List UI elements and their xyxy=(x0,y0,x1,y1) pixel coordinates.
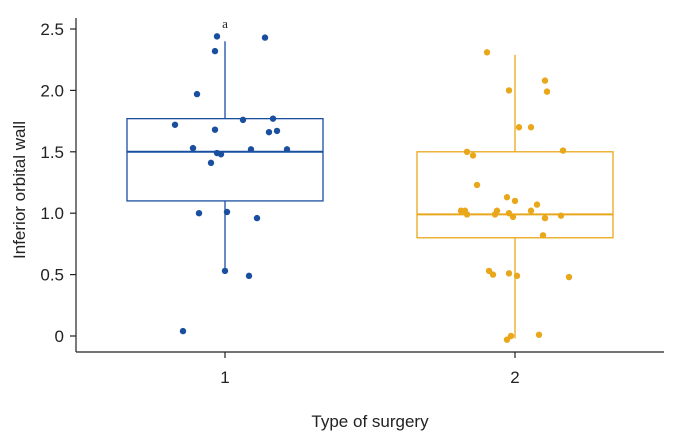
data-point xyxy=(473,181,481,189)
data-point xyxy=(265,128,273,136)
y-tick-label: 1.0 xyxy=(40,204,64,223)
data-point xyxy=(515,124,523,131)
data-point xyxy=(189,144,197,152)
y-axis-title: Inferior orbital wall xyxy=(10,121,29,259)
y-tick-label: 1.5 xyxy=(40,143,64,162)
data-point xyxy=(213,33,221,40)
data-point xyxy=(527,124,535,131)
data-point xyxy=(283,146,291,153)
data-point xyxy=(557,212,565,219)
box-iqr xyxy=(416,151,614,239)
data-point xyxy=(261,34,269,41)
data-point xyxy=(195,210,203,217)
significance-annotation: a xyxy=(222,16,228,31)
data-point xyxy=(179,327,187,335)
series-group-2 xyxy=(416,49,614,343)
data-point xyxy=(245,272,253,280)
x-tick-label: 1 xyxy=(220,368,229,387)
series-group-1 xyxy=(126,33,324,335)
data-point xyxy=(539,232,547,239)
data-point xyxy=(509,213,517,221)
data-point xyxy=(193,90,201,98)
y-axis: 0 0.5 1.0 1.5 2.0 2.5 xyxy=(40,18,77,352)
box-iqr xyxy=(126,117,324,202)
data-point xyxy=(535,331,543,338)
data-point xyxy=(223,208,231,216)
data-point xyxy=(217,151,225,158)
data-point xyxy=(527,207,535,214)
y-tick-label: 2.5 xyxy=(40,20,64,39)
data-point xyxy=(211,126,219,133)
data-point xyxy=(503,194,511,201)
data-point xyxy=(269,115,277,122)
data-point xyxy=(559,147,567,154)
data-point xyxy=(565,273,573,281)
data-point xyxy=(483,49,491,56)
data-point xyxy=(247,146,255,153)
data-point xyxy=(211,47,219,55)
data-point xyxy=(533,201,541,208)
data-point xyxy=(463,211,471,218)
y-tick-label: 0.5 xyxy=(40,266,64,285)
data-point xyxy=(239,116,247,124)
data-point xyxy=(503,336,511,343)
data-point xyxy=(543,88,551,95)
x-tick-label: 2 xyxy=(510,368,519,387)
data-point xyxy=(513,272,521,280)
data-point xyxy=(511,197,519,205)
data-point xyxy=(505,270,513,277)
data-point xyxy=(469,152,477,159)
data-point xyxy=(253,214,261,222)
x-axis-title: Type of surgery xyxy=(311,412,429,431)
data-point xyxy=(171,121,179,128)
annotation-layer: a xyxy=(222,16,228,31)
data-point xyxy=(489,271,497,278)
data-point xyxy=(207,159,215,167)
data-point xyxy=(273,127,281,135)
data-point xyxy=(221,267,229,275)
data-point xyxy=(463,148,471,155)
y-tick-label: 0 xyxy=(55,327,64,346)
data-point xyxy=(491,211,499,218)
data-point xyxy=(505,87,513,94)
y-tick-label: 2.0 xyxy=(40,81,64,100)
data-point xyxy=(541,77,549,84)
series-layer xyxy=(126,33,614,343)
data-point xyxy=(541,214,549,222)
